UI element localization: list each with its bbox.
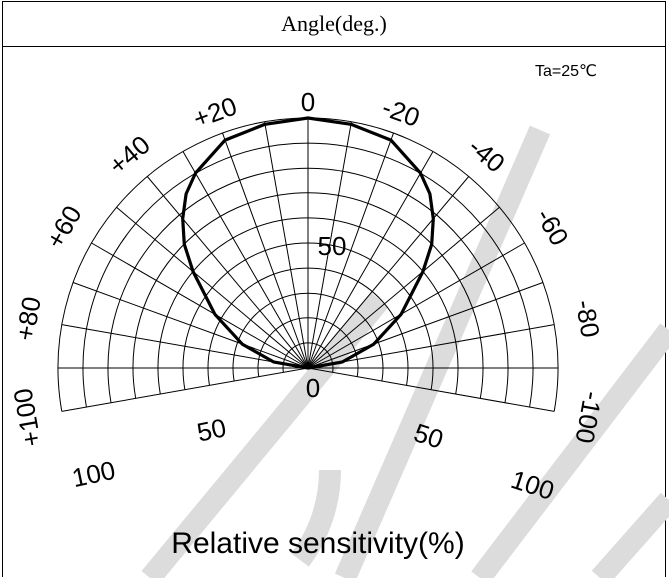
angle-tick-label: 0 — [301, 87, 315, 117]
grid-arc — [182, 242, 434, 390]
angle-tick-label: -80 — [570, 298, 606, 340]
radial-tick-center: 0 — [306, 373, 320, 403]
curve-layer — [181, 116, 435, 370]
angle-tick-label: +100 — [7, 386, 47, 449]
radial-tick-mid-left: 50 — [194, 412, 229, 447]
angle-tick-label: -60 — [530, 203, 575, 251]
grid-arc — [232, 292, 384, 382]
radial-tick-mid-vertical: 50 — [318, 231, 347, 261]
watermark-c-stroke — [291, 469, 341, 567]
angle-tick-label: -100 — [570, 389, 609, 445]
angle-tick-label: -20 — [378, 92, 424, 133]
radial-tick-outer-left: 100 — [69, 455, 118, 493]
watermark-h-stroke-2 — [471, 323, 669, 578]
grid-arc — [257, 317, 359, 377]
watermark-h-stroke-1 — [334, 125, 551, 578]
condition-label: Ta=25℃ — [535, 63, 597, 80]
watermark-a-stroke — [591, 492, 669, 578]
watermark — [141, 125, 669, 578]
grid-arc — [207, 267, 409, 386]
grid-arc — [157, 217, 459, 395]
grid-arc — [132, 192, 484, 399]
angle-tick-label: -40 — [463, 131, 511, 178]
angle-header: Angle(deg.) — [3, 2, 665, 47]
angle-tick-label: +20 — [189, 91, 241, 134]
watermark-h-stroke-3 — [141, 292, 389, 578]
angle-tick-label: +60 — [40, 200, 88, 253]
grid-arc — [282, 342, 334, 373]
angle-tick-label: +80 — [10, 294, 47, 343]
angle-tick-label: +40 — [103, 129, 156, 180]
x-axis-label: Relative sensitivity(%) — [171, 527, 464, 560]
grid-arc — [107, 167, 509, 403]
grid-arc — [82, 142, 534, 408]
sensitivity-curve-0 — [181, 116, 435, 370]
